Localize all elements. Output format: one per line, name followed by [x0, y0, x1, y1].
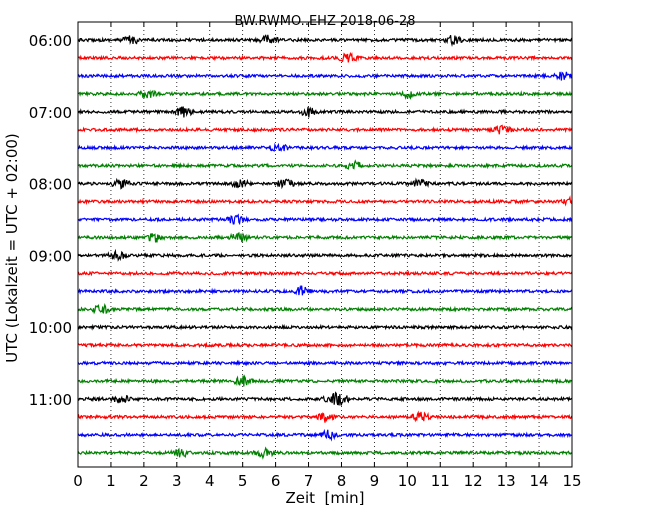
trace-0630 — [77, 71, 573, 81]
y-tick-label: 07:00 — [29, 104, 72, 122]
trace-0800 — [77, 177, 573, 190]
y-tick-label: 11:00 — [29, 391, 72, 409]
y-axis-ticks: 06:00 07:00 08:00 09:00 10:00 11:00 — [29, 32, 572, 409]
y-tick-label: 09:00 — [29, 247, 72, 265]
trace-0700 — [77, 106, 573, 118]
x-tick-label: 4 — [205, 472, 215, 490]
x-tick-label: 12 — [464, 472, 483, 490]
y-tick-label: 08:00 — [29, 176, 72, 194]
x-tick-label: 8 — [337, 472, 347, 490]
trace-1015 — [77, 341, 573, 349]
trace-1145 — [77, 446, 573, 460]
y-tick-label: 10:00 — [29, 319, 72, 337]
x-tick-label: 7 — [304, 472, 314, 490]
trace-1030 — [77, 359, 573, 367]
x-tick-label: 15 — [562, 472, 581, 490]
y-axis-label: UTC (Lokalzeit = UTC + 02:00) — [3, 133, 21, 363]
y-tick-label: 06:00 — [29, 32, 72, 50]
trace-1130 — [77, 428, 573, 442]
trace-0915 — [77, 270, 573, 277]
x-tick-label: 2 — [139, 472, 149, 490]
x-tick-label: 13 — [497, 472, 516, 490]
trace-0645 — [77, 89, 573, 101]
trace-0830 — [77, 213, 573, 226]
trace-0615 — [77, 51, 573, 63]
trace-1000 — [77, 323, 573, 331]
trace-0600 — [77, 34, 573, 48]
trace-0930 — [77, 284, 573, 296]
x-tick-label: 9 — [370, 472, 380, 490]
trace-1115 — [77, 410, 573, 423]
x-axis-ticks: 0 1 2 3 4 5 6 7 8 9 10 11 12 13 14 15 — [73, 22, 582, 490]
trace-0815 — [77, 195, 573, 207]
x-tick-label: 3 — [172, 472, 182, 490]
x-tick-label: 11 — [431, 472, 450, 490]
x-tick-label: 6 — [271, 472, 281, 490]
trace-0845 — [77, 231, 573, 243]
x-tick-label: 10 — [398, 472, 417, 490]
x-tick-label: 1 — [106, 472, 116, 490]
trace-0730 — [77, 142, 573, 152]
x-tick-label: 5 — [238, 472, 248, 490]
plot-frame — [77, 21, 573, 468]
x-tick-label: 14 — [530, 472, 549, 490]
trace-1100 — [78, 391, 573, 406]
trace-0900 — [77, 248, 573, 262]
trace-1045 — [77, 374, 573, 387]
x-tick-label: 0 — [73, 472, 83, 490]
trace-0945 — [77, 302, 573, 315]
seismic-traces — [77, 34, 573, 460]
trace-0715 — [77, 124, 573, 135]
trace-0745 — [77, 159, 573, 170]
x-axis-label: Zeit [min] — [285, 489, 364, 507]
